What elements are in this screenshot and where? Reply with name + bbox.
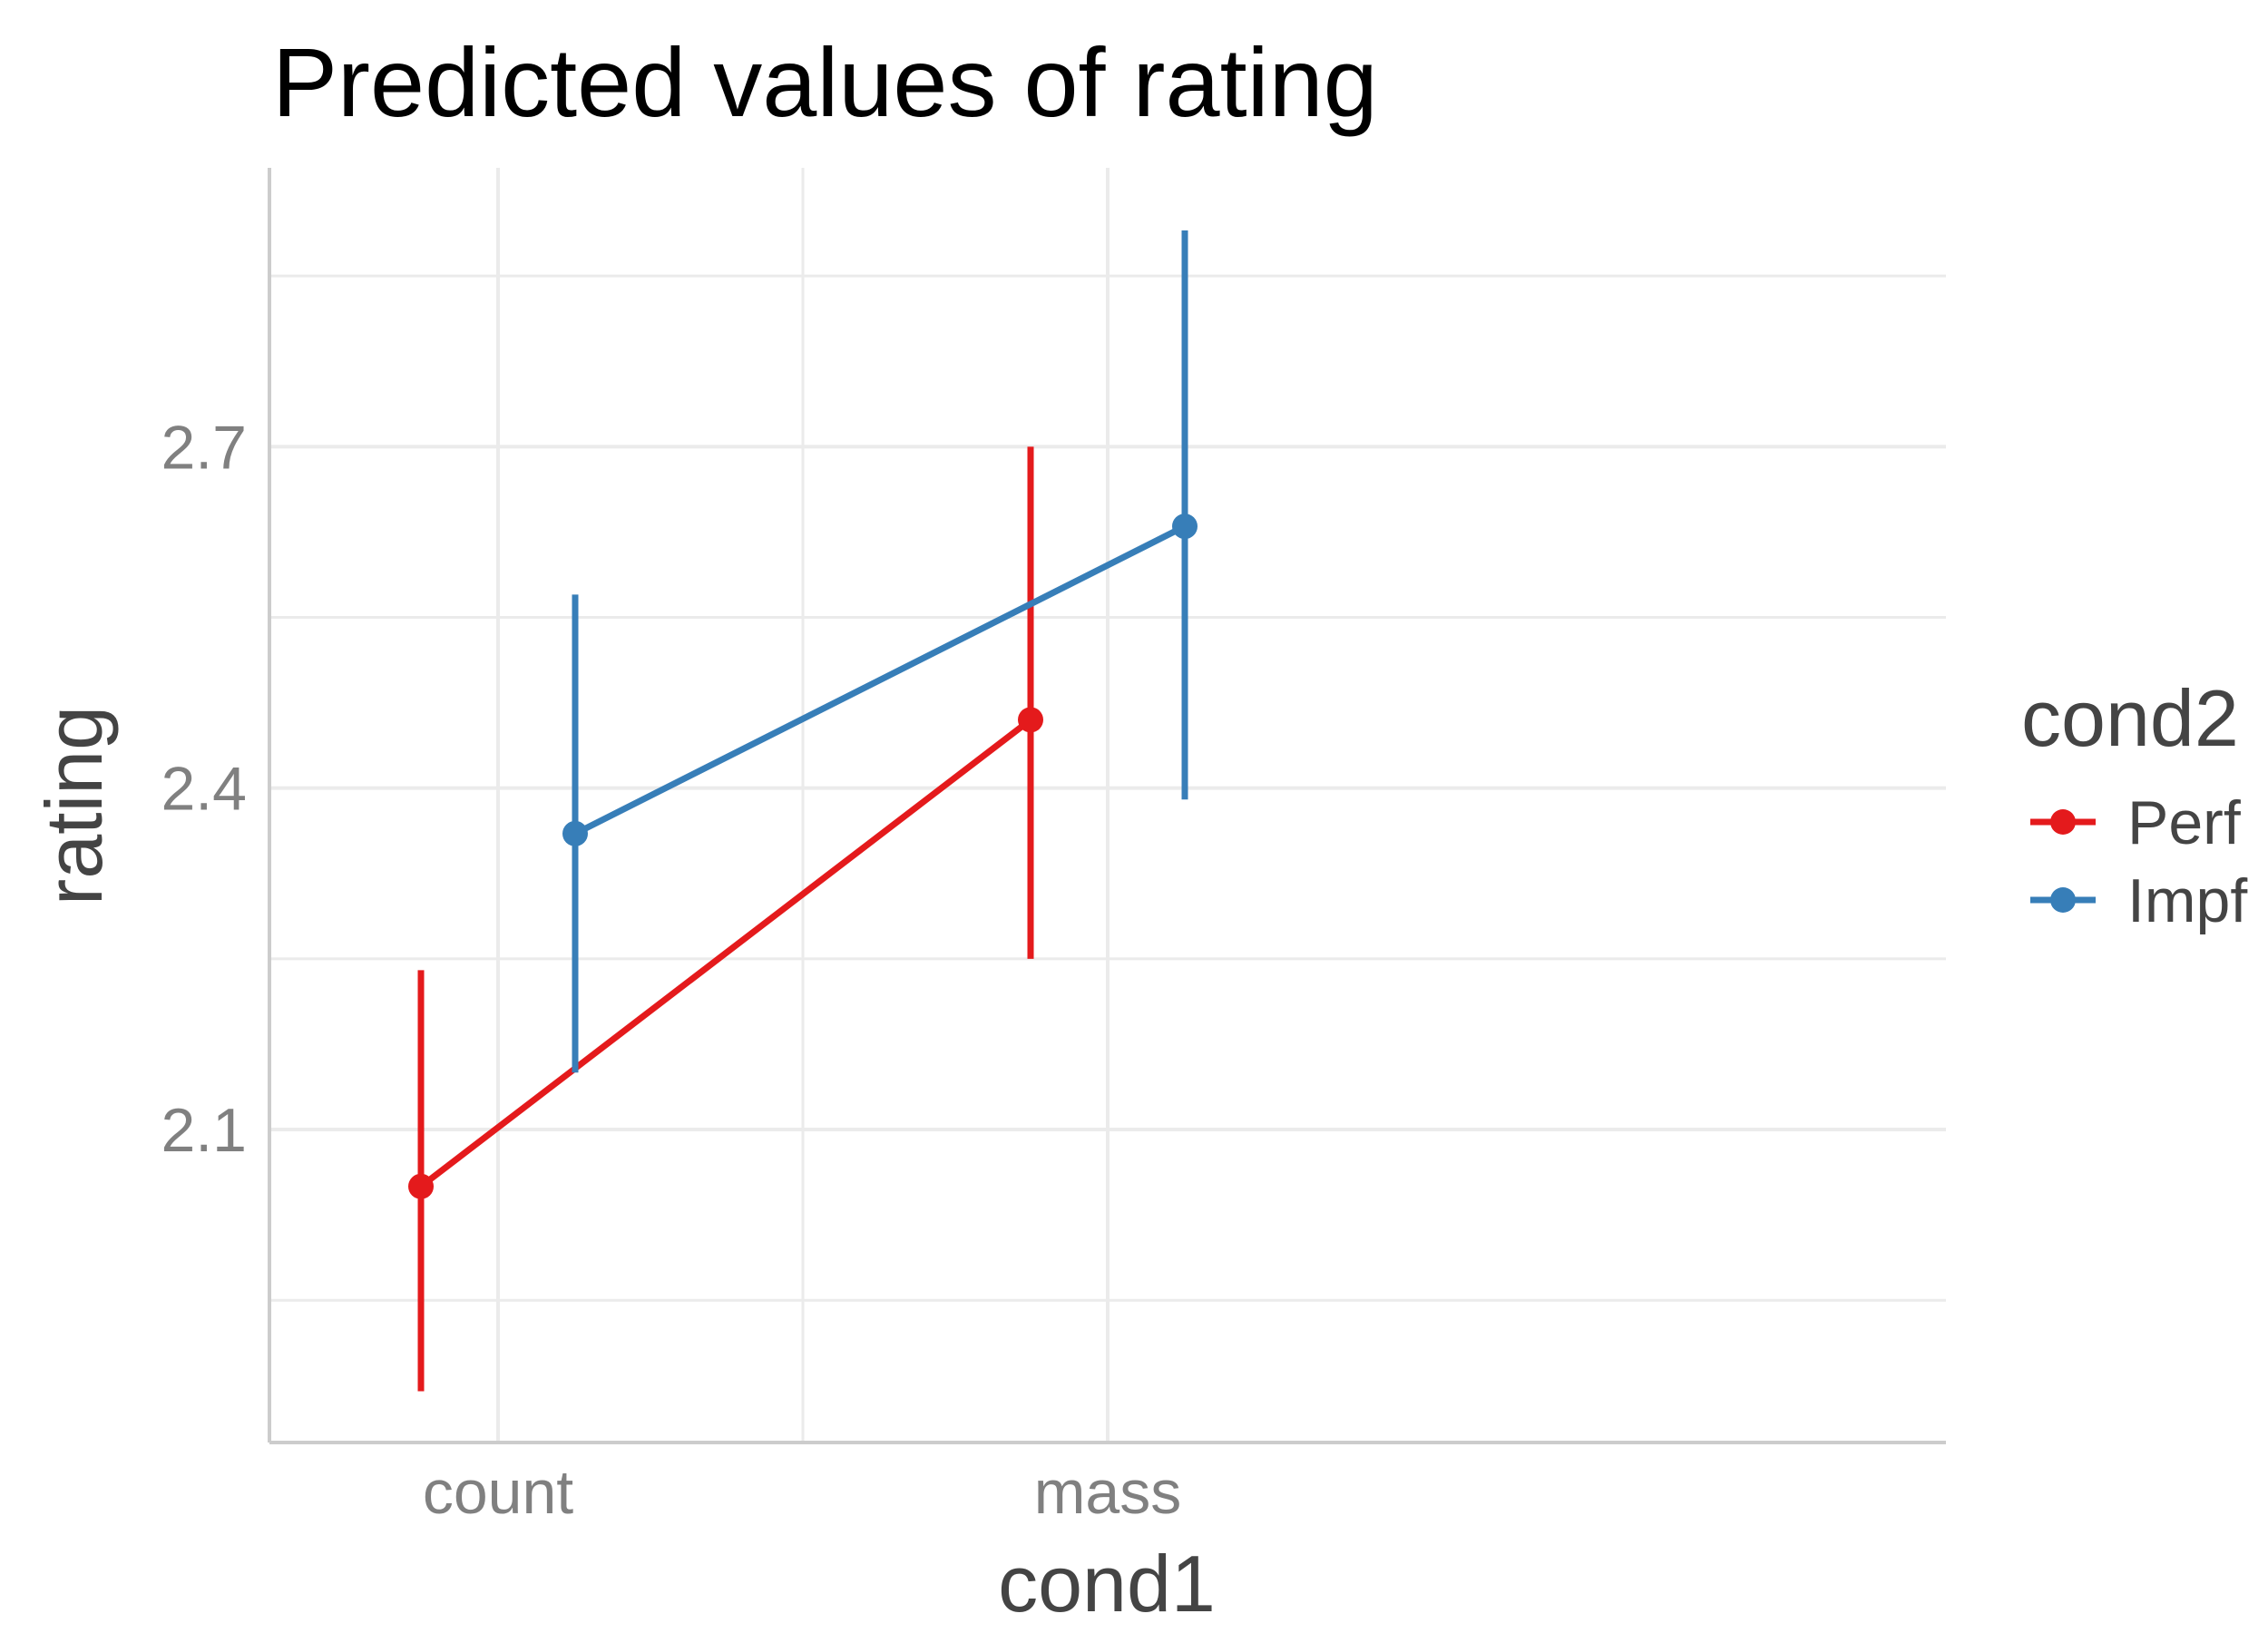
series-perf: [408, 446, 1043, 1392]
y-tick-label: 2.1: [161, 1096, 247, 1165]
data-point: [1018, 707, 1043, 733]
legend-label-impf: Impf: [2127, 866, 2247, 935]
y-tick-labels: 2.1 2.4 2.7: [161, 413, 247, 1165]
legend-key-point: [2050, 887, 2076, 913]
legend-title: cond2: [2021, 673, 2239, 763]
chart-title: Predicted values of rating: [272, 27, 1378, 137]
series-impf: [562, 230, 1198, 1073]
legend: cond2 Perf Impf: [2021, 673, 2247, 935]
data-point: [1172, 513, 1198, 540]
data-point: [408, 1173, 434, 1199]
major-gridlines: [269, 168, 1946, 1443]
y-axis-title: rating: [29, 706, 119, 905]
legend-item-perf: Perf: [2030, 788, 2241, 857]
y-tick-label: 2.4: [161, 755, 247, 824]
series-line-impf: [573, 523, 1187, 836]
x-tick-labels: count mass: [423, 1458, 1181, 1527]
plot-series: [408, 230, 1198, 1392]
x-tick-label-mass: mass: [1034, 1458, 1181, 1527]
y-tick-label: 2.7: [161, 413, 247, 482]
data-point: [562, 820, 588, 846]
legend-item-impf: Impf: [2030, 866, 2247, 935]
x-axis-title: cond1: [998, 1539, 1216, 1628]
legend-label-perf: Perf: [2127, 788, 2241, 857]
series-line-perf: [418, 717, 1033, 1189]
x-tick-label-count: count: [423, 1458, 573, 1527]
legend-key-point: [2050, 809, 2076, 835]
